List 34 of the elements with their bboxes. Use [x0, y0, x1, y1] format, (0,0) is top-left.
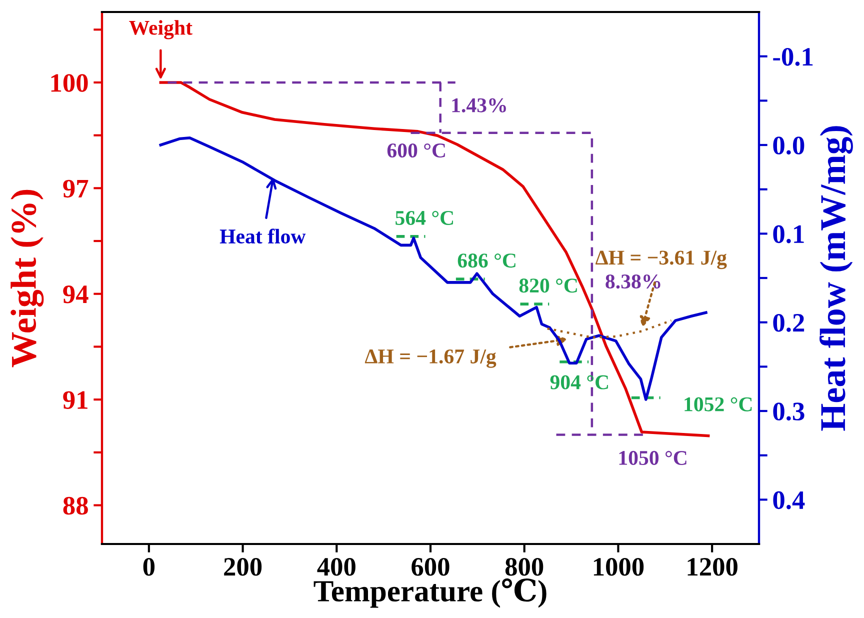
annotation: 1.43%	[452, 98, 506, 112]
y-tick-label: 97	[63, 180, 88, 198]
y2-tick-label: 0.0	[773, 136, 804, 155]
annotation: 564 °C	[396, 210, 454, 225]
x-tick-label: 800	[505, 558, 544, 576]
y2-tick-label: 0.3	[773, 402, 804, 421]
annotation: ΔH = −3.61 J/g	[596, 250, 727, 270]
y2-tick-label: -0.1	[773, 48, 813, 66]
y2-tick-label: 0.4	[773, 491, 805, 510]
y-tick-label: 94	[63, 286, 88, 304]
annotation: 1050 °C	[619, 450, 686, 465]
annotation: 686 °C	[458, 254, 516, 268]
annotation: 820 °C	[519, 278, 577, 293]
annotation: 600 °C	[387, 143, 445, 158]
annotation: 904 °C	[550, 375, 608, 390]
x-tick-label: 0	[143, 558, 155, 576]
x-tick-label: 200	[224, 558, 262, 576]
x-tick-label: 1200	[688, 558, 738, 576]
x-tick-label: 600	[412, 558, 450, 576]
x-tick-label: 1000	[594, 558, 644, 576]
y2-tick-label: 0.1	[773, 225, 804, 244]
y-tick-label: 100	[51, 74, 88, 92]
annotation: Heat flow	[220, 228, 306, 244]
y-tick-label: 88	[63, 496, 88, 515]
annotation: 8.38%	[606, 274, 660, 289]
x-tick-label: 400	[317, 558, 356, 576]
y2-tick-label: 0.2	[773, 314, 804, 332]
annotation: ΔH = −1.67 J/g	[364, 349, 496, 368]
annotation: Weight	[129, 20, 192, 40]
y-tick-label: 91	[63, 391, 88, 409]
annotation: 1052 °C	[684, 397, 752, 412]
y2-axis-title: Heat flow (mW/mg)	[820, 126, 853, 431]
y-axis-title: Weight (%)	[10, 190, 44, 368]
x-axis-title: Temperature (℃)	[314, 578, 546, 608]
